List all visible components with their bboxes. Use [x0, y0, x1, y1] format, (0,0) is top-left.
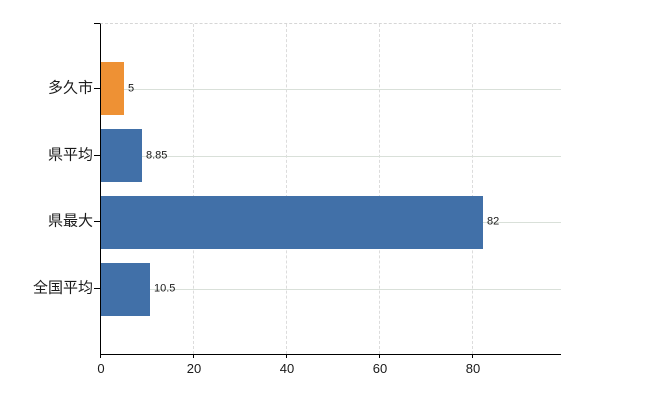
bar-県平均 — [101, 129, 142, 182]
value-label: 5 — [128, 82, 135, 95]
horizontal-gridline — [101, 156, 561, 157]
x-axis-tick — [193, 354, 194, 358]
y-axis-tick — [94, 88, 100, 89]
x-axis-tick — [472, 354, 473, 358]
vertical-gridline — [379, 24, 381, 354]
value-label: 82 — [487, 215, 500, 228]
x-axis-tick — [100, 354, 101, 358]
y-axis-tick — [94, 288, 100, 289]
x-tick-label: 60 — [372, 361, 388, 376]
vertical-gridline — [286, 24, 288, 354]
category-label-県平均: 県平均 — [47, 146, 93, 164]
vertical-gridline — [472, 24, 474, 354]
bar-多久市 — [101, 62, 124, 115]
bar-全国平均 — [101, 263, 150, 316]
value-label: 8.85 — [146, 149, 168, 162]
x-tick-label: 0 — [97, 361, 105, 376]
horizontal-gridline — [101, 89, 561, 90]
x-tick-label: 80 — [465, 361, 481, 376]
category-label-県最大: 県最大 — [47, 212, 93, 230]
vertical-gridline — [193, 24, 195, 354]
y-axis-top-tick — [94, 23, 100, 24]
category-label-全国平均: 全国平均 — [32, 279, 93, 297]
horizontal-gridline — [101, 289, 561, 290]
x-tick-label: 40 — [279, 361, 295, 376]
x-tick-label: 20 — [186, 361, 202, 376]
value-label: 10.5 — [154, 282, 176, 295]
y-axis-tick — [94, 221, 100, 222]
x-axis-tick — [379, 354, 380, 358]
x-axis-tick — [286, 354, 287, 358]
plot-area: 5 8.85 82 10.5 — [100, 23, 561, 355]
category-label-多久市: 多久市 — [47, 79, 93, 97]
bar-県最大 — [101, 196, 483, 249]
y-axis-tick — [94, 155, 100, 156]
